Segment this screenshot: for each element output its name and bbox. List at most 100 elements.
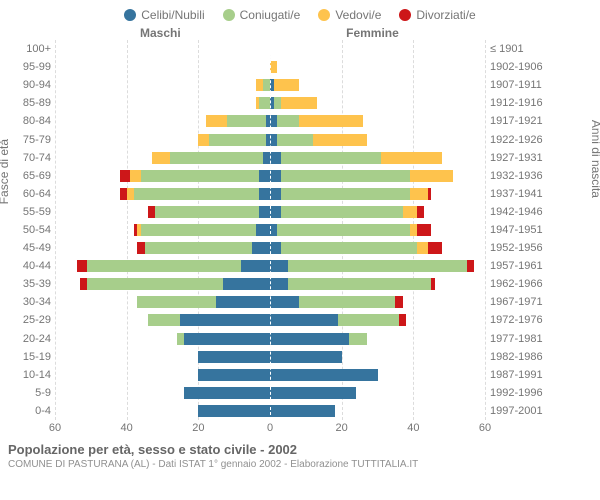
- age-label: 10-14: [0, 369, 51, 381]
- birth-year-label: ≤ 1901: [490, 43, 594, 55]
- segment-co: [148, 314, 180, 326]
- female-bar: [270, 351, 485, 363]
- chart-title: Popolazione per età, sesso e stato civil…: [8, 442, 592, 457]
- age-label: 55-59: [0, 206, 51, 218]
- segment-c: [259, 170, 270, 182]
- bar-row: [55, 205, 485, 219]
- segment-d: [431, 278, 435, 290]
- segment-co: [349, 333, 367, 345]
- segment-v: [206, 115, 228, 127]
- segment-c: [270, 224, 277, 236]
- birth-year-label: 1907-1911: [490, 79, 594, 91]
- male-bar: [55, 61, 270, 73]
- segment-co: [338, 314, 399, 326]
- age-label: 95-99: [0, 61, 51, 73]
- female-bar: [270, 206, 485, 218]
- segment-c: [180, 314, 270, 326]
- legend-swatch: [399, 9, 411, 21]
- segment-co: [277, 134, 313, 146]
- x-tick-label: 20: [336, 422, 348, 434]
- segment-v: [313, 134, 367, 146]
- segment-c: [184, 333, 270, 345]
- birth-year-label: 1987-1991: [490, 369, 594, 381]
- bar-row: [55, 133, 485, 147]
- segment-co: [209, 134, 266, 146]
- segment-c: [270, 188, 281, 200]
- legend-label: Coniugati/e: [240, 8, 301, 22]
- female-bar: [270, 115, 485, 127]
- birth-year-label: 1917-1921: [490, 115, 594, 127]
- segment-c: [270, 242, 281, 254]
- segment-co: [277, 224, 410, 236]
- segment-co: [227, 115, 266, 127]
- age-label: 40-44: [0, 260, 51, 272]
- segment-v: [270, 61, 277, 73]
- segment-co: [274, 97, 281, 109]
- segment-co: [141, 224, 256, 236]
- age-label: 5-9: [0, 387, 51, 399]
- x-tick-label: 60: [49, 422, 61, 434]
- male-bar: [55, 242, 270, 254]
- segment-c: [270, 134, 277, 146]
- birth-year-label: 1952-1956: [490, 242, 594, 254]
- female-bar: [270, 224, 485, 236]
- age-label: 85-89: [0, 97, 51, 109]
- legend-item: Divorziati/e: [399, 8, 475, 22]
- birth-year-label: 1942-1946: [490, 206, 594, 218]
- bar-row: [55, 60, 485, 74]
- segment-co: [137, 296, 216, 308]
- segment-co: [141, 170, 259, 182]
- segment-co: [281, 206, 403, 218]
- male-bar: [55, 97, 270, 109]
- segment-c: [270, 170, 281, 182]
- age-label: 0-4: [0, 405, 51, 417]
- bar-row: [55, 332, 485, 346]
- segment-co: [145, 242, 253, 254]
- age-label: 80-84: [0, 115, 51, 127]
- plot-area: 100+95-9990-9485-8980-8475-7970-7465-696…: [0, 40, 600, 420]
- segment-v: [130, 170, 141, 182]
- birth-year-label: 1967-1971: [490, 296, 594, 308]
- segment-co: [155, 206, 259, 218]
- x-tick-label: 60: [479, 422, 491, 434]
- y-axis-right-labels: ≤ 19011902-19061907-19111912-19161917-19…: [485, 40, 600, 420]
- age-label: 30-34: [0, 296, 51, 308]
- segment-d: [77, 260, 88, 272]
- segment-co: [134, 188, 259, 200]
- male-bar: [55, 387, 270, 399]
- male-bar: [55, 369, 270, 381]
- birth-year-label: 1912-1916: [490, 97, 594, 109]
- segment-co: [281, 242, 417, 254]
- segment-v: [299, 115, 364, 127]
- segment-c: [270, 115, 277, 127]
- birth-year-label: 1982-1986: [490, 351, 594, 363]
- female-bar: [270, 134, 485, 146]
- segment-co: [87, 278, 223, 290]
- segment-d: [417, 224, 431, 236]
- female-bar: [270, 333, 485, 345]
- male-bar: [55, 188, 270, 200]
- segment-co: [170, 152, 263, 164]
- segment-co: [263, 79, 270, 91]
- legend-swatch: [318, 9, 330, 21]
- male-bar: [55, 351, 270, 363]
- segment-d: [417, 206, 424, 218]
- segment-c: [270, 314, 338, 326]
- segment-c: [198, 405, 270, 417]
- birth-year-label: 1972-1976: [490, 314, 594, 326]
- birth-year-label: 1937-1941: [490, 188, 594, 200]
- x-tick-label: 20: [192, 422, 204, 434]
- segment-c: [270, 152, 281, 164]
- legend-item: Celibi/Nubili: [124, 8, 204, 22]
- birth-year-label: 1957-1961: [490, 260, 594, 272]
- legend-label: Divorziati/e: [416, 8, 475, 22]
- legend-label: Celibi/Nubili: [141, 8, 204, 22]
- birth-year-label: 1932-1936: [490, 170, 594, 182]
- birth-year-label: 1922-1926: [490, 134, 594, 146]
- segment-v: [417, 242, 428, 254]
- male-bar: [55, 170, 270, 182]
- male-bar: [55, 405, 270, 417]
- segment-co: [288, 278, 431, 290]
- footer: Popolazione per età, sesso e stato civil…: [0, 436, 600, 470]
- segment-c: [270, 333, 349, 345]
